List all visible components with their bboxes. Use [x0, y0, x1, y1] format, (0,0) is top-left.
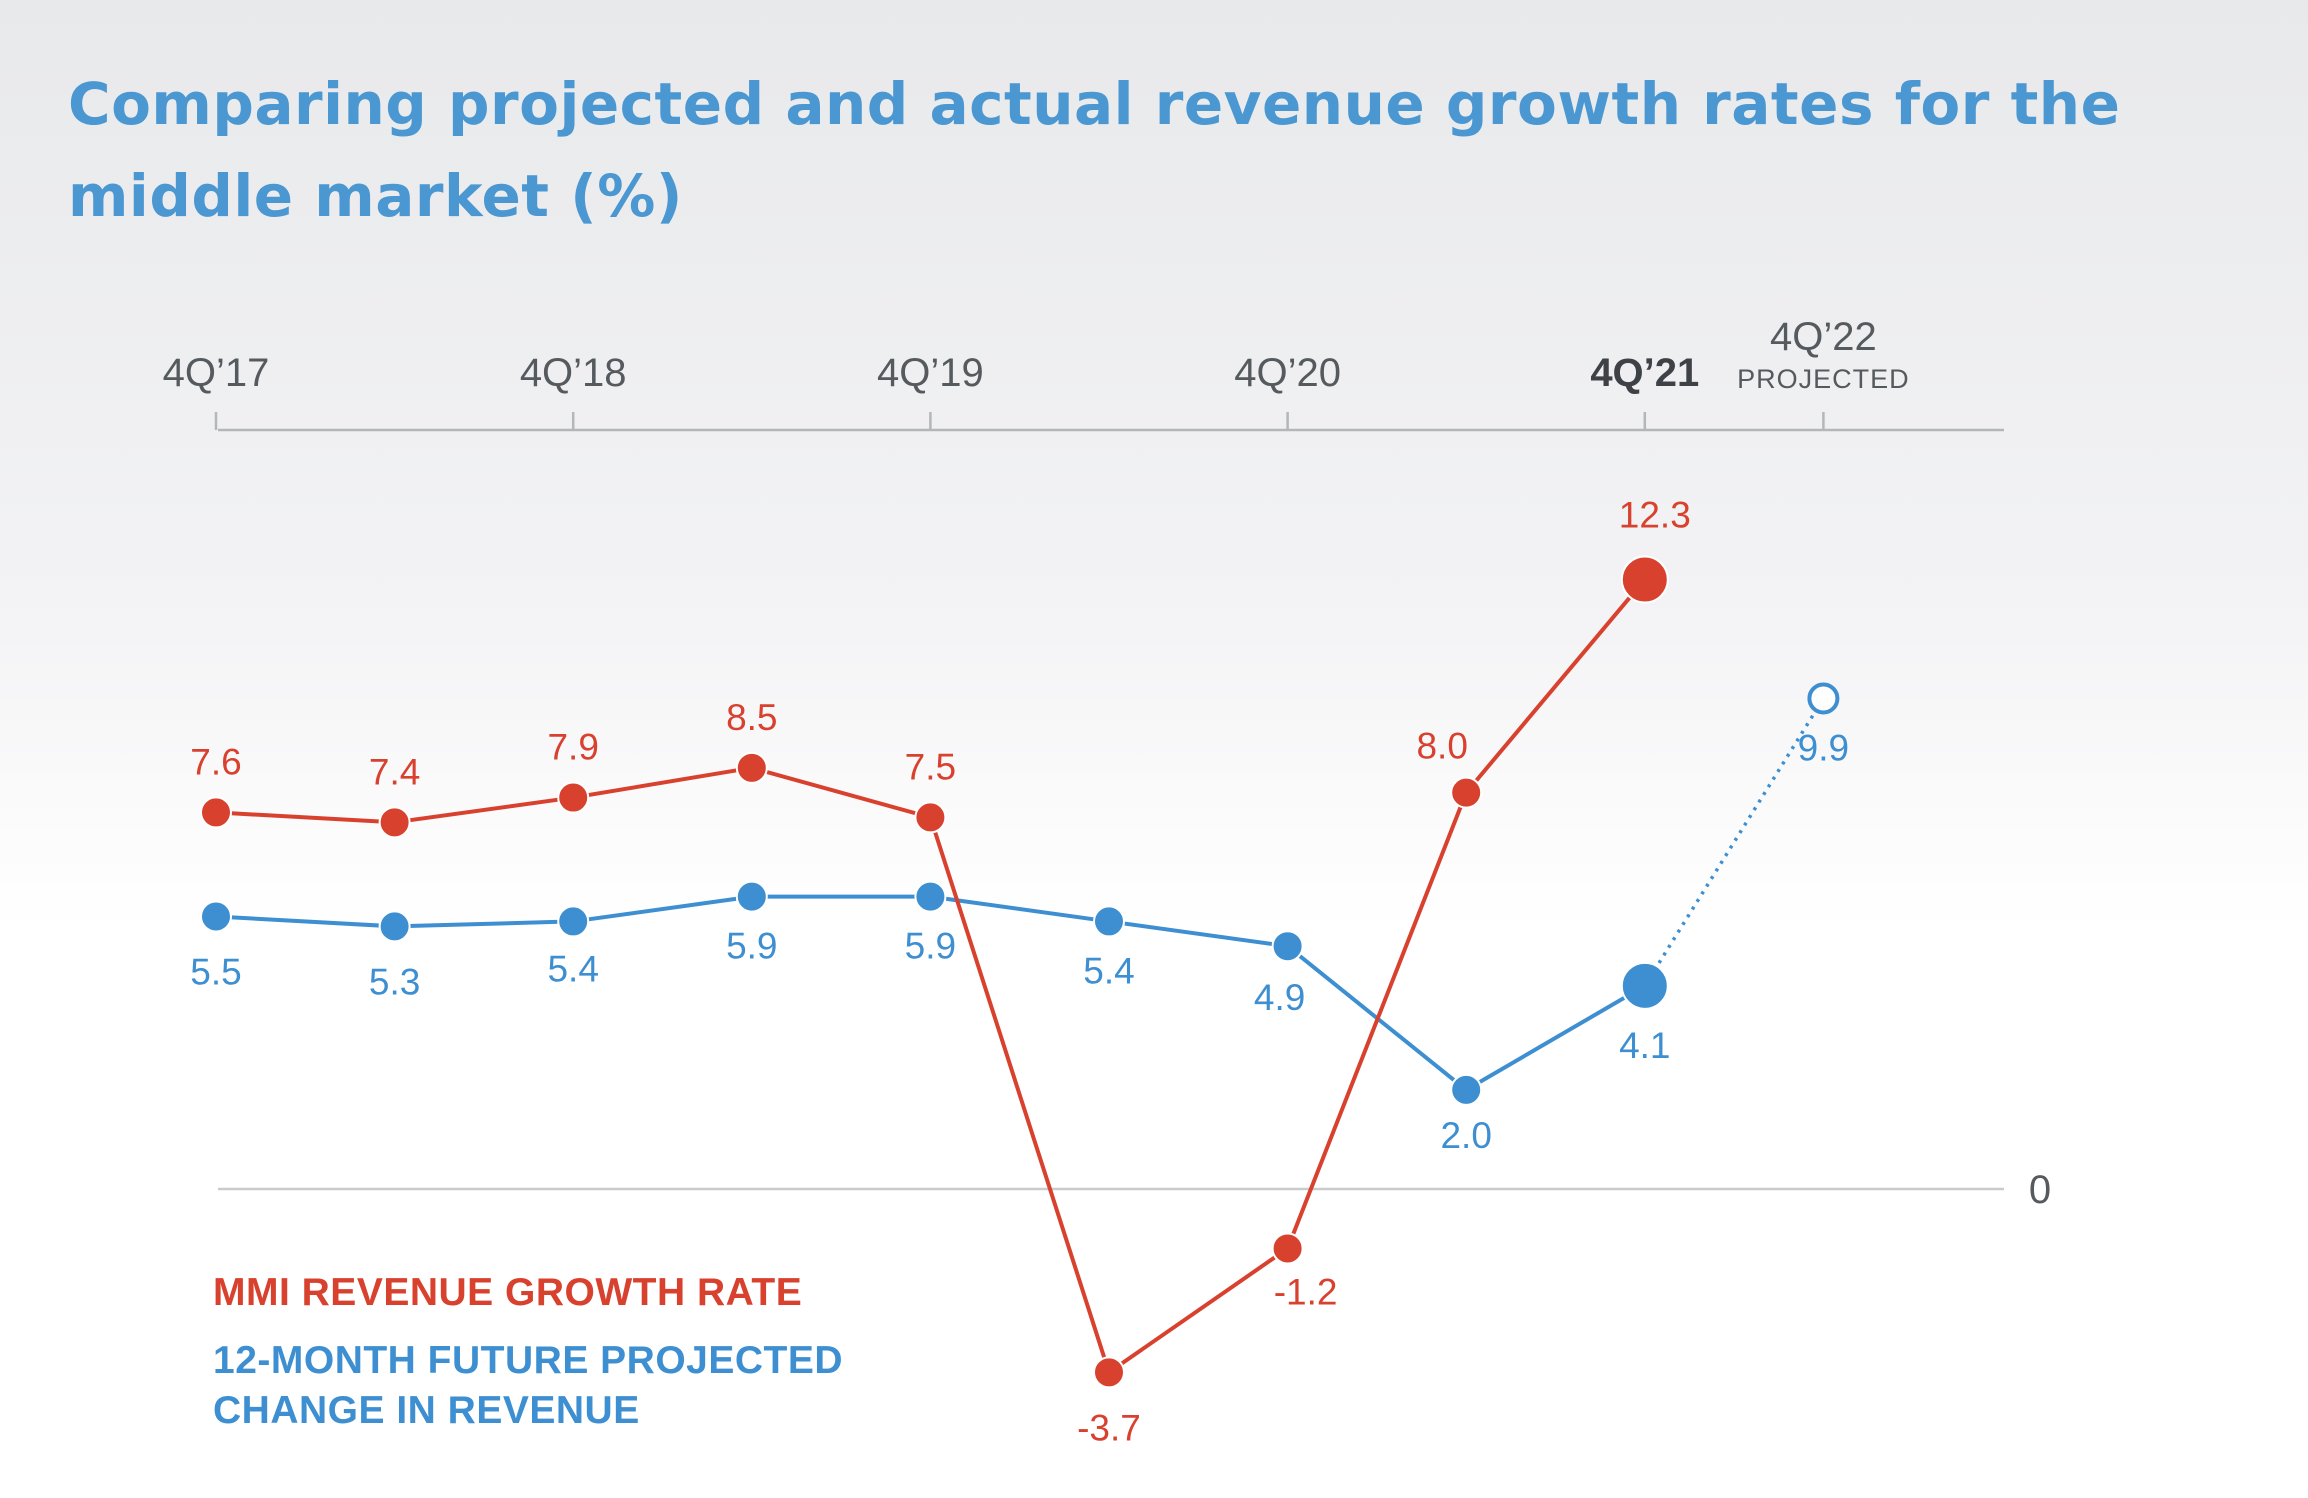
- x-tick-label-4q-22: 4Q’22: [1770, 315, 1877, 359]
- legend-item-projected-change: 12-MONTH FUTURE PROJECTED CHANGE IN REVE…: [213, 1339, 844, 1432]
- series-line-revenue-growth: [215, 578, 1647, 1375]
- data-label-projected-change-2q-19: 5.9: [726, 926, 777, 967]
- point-revenue-growth-4q-17: [200, 796, 232, 829]
- data-label-revenue-growth-4q-19: 7.5: [905, 746, 956, 787]
- point-revenue-growth-2q-21: [1450, 776, 1483, 809]
- data-label-projected-change-2q-21: 2.0: [1440, 1115, 1491, 1156]
- point-revenue-growth-2q-20: [1093, 1356, 1125, 1389]
- data-label-projected-change-4q-19: 5.9: [905, 926, 956, 967]
- data-label-projected-change-2q-20: 5.4: [1083, 950, 1134, 991]
- point-projected-change-4q-17: [200, 900, 232, 933]
- point-revenue-growth-4q-18: [557, 781, 590, 814]
- data-label-revenue-growth-4q-20: -1.2: [1274, 1271, 1338, 1312]
- point-projected-change-4q-20: [1271, 930, 1304, 963]
- data-label-revenue-growth-2q-20: -3.7: [1077, 1407, 1141, 1448]
- legend-item-revenue-growth: MMI REVENUE GROWTH RATE: [213, 1271, 803, 1314]
- data-label-revenue-growth-2q-19: 8.5: [726, 697, 777, 738]
- point-projected-change-4q-22: [1807, 682, 1840, 715]
- x-tick-label-4q-18: 4Q’18: [520, 351, 627, 395]
- point-projected-change-2q-18: [378, 910, 411, 943]
- point-revenue-growth-4q-20: [1271, 1232, 1304, 1265]
- data-label-revenue-growth-2q-21: 8.0: [1416, 726, 1467, 767]
- chart-title: Comparing projected and actual revenue g…: [68, 70, 2121, 230]
- data-label-projected-change-2q-18: 5.3: [369, 961, 420, 1002]
- point-revenue-growth-2q-18: [378, 806, 411, 839]
- series-layer: 5.5 5.3 5.4 5.9 5.9 5.4 4.9 2.0 4.1 9.9 7.6 7.4 7.9 8…: [190, 495, 1849, 1449]
- top-axis-ticks: 4Q’17 4Q’18 4Q’19 4Q’20 4Q’21 4Q’22 PROJECTED: [163, 315, 1910, 430]
- point-projected-change-4q-18: [557, 905, 590, 938]
- point-revenue-growth-4q-21: [1620, 555, 1669, 604]
- point-projected-change-2q-21: [1450, 1073, 1483, 1106]
- data-label-revenue-growth-2q-18: 7.4: [369, 751, 420, 792]
- zero-baseline: 0: [218, 1168, 2051, 1212]
- x-tick-label-4q-21: 4Q’21: [1590, 351, 1699, 395]
- point-projected-change-2q-20: [1093, 905, 1125, 938]
- x-tick-label-4q-17: 4Q’17: [163, 351, 270, 395]
- series-revenue-growth: 7.6 7.4 7.9 8.5 7.5 -3.7 -1.2 8.0 12.3: [190, 495, 1691, 1449]
- data-label-projected-change-4q-22: 9.9: [1798, 727, 1849, 768]
- x-tick-label-4q-19: 4Q’19: [877, 351, 984, 395]
- data-label-projected-change-4q-18: 5.4: [547, 948, 598, 989]
- data-label-revenue-growth-4q-17: 7.6: [190, 741, 241, 782]
- point-revenue-growth-2q-19: [735, 751, 768, 784]
- point-projected-change-4q-19: [914, 880, 947, 913]
- data-label-projected-change-4q-21: 4.1: [1619, 1025, 1670, 1066]
- data-label-revenue-growth-4q-18: 7.9: [547, 727, 598, 768]
- projected-segment-projected-change: [1643, 697, 1825, 987]
- x-tick-sublabel-4q-22: PROJECTED: [1737, 364, 1910, 394]
- data-label-projected-change-4q-17: 5.5: [190, 951, 241, 992]
- point-projected-change-4q-21: [1620, 961, 1669, 1010]
- top-time-axis: 4Q’17 4Q’18 4Q’19 4Q’20 4Q’21 4Q’22 PROJECTED: [163, 315, 2004, 432]
- y-tick-label-0: 0: [2029, 1168, 2051, 1212]
- series-projected-change: 5.5 5.3 5.4 5.9 5.9 5.4 4.9 2.0 4.1 9.9: [190, 682, 1849, 1156]
- point-revenue-growth-4q-19: [914, 801, 947, 834]
- data-label-projected-change-4q-20: 4.9: [1254, 977, 1305, 1018]
- x-tick-label-4q-20: 4Q’20: [1234, 351, 1341, 395]
- data-label-revenue-growth-4q-21: 12.3: [1619, 495, 1691, 536]
- point-projected-change-2q-19: [735, 880, 768, 913]
